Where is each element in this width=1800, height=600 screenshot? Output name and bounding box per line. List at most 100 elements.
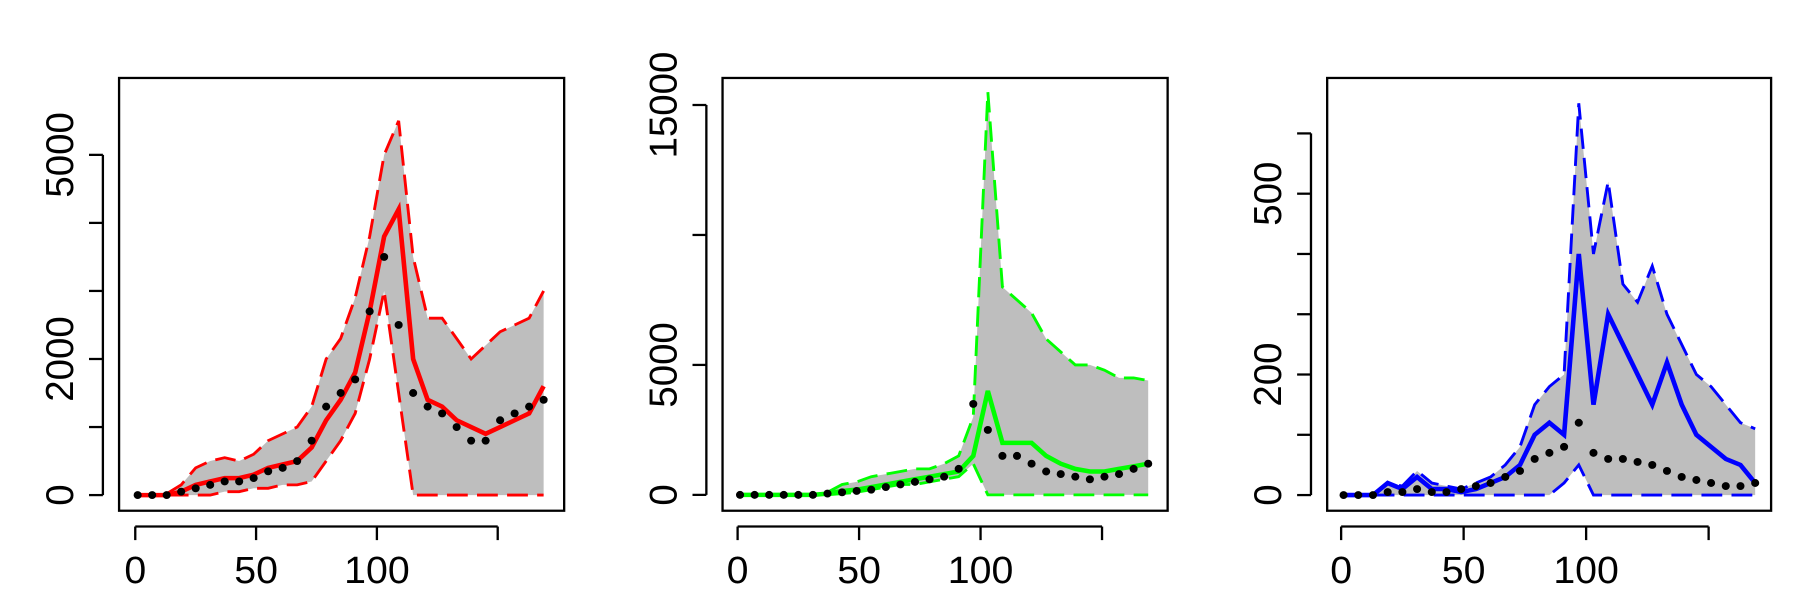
observed-point — [1692, 476, 1701, 484]
observed-point — [852, 487, 861, 495]
interval-band — [1343, 103, 1756, 496]
observed-point — [162, 491, 171, 500]
observed-point — [750, 490, 759, 499]
observed-point — [998, 451, 1007, 460]
observed-point — [1604, 454, 1613, 463]
observed-point — [794, 490, 803, 499]
x-tick-label: 100 — [344, 549, 410, 592]
y-tick-label: 0 — [38, 484, 81, 505]
observed-point — [823, 489, 832, 498]
plot-frame — [721, 76, 1169, 512]
observed-point — [423, 402, 432, 411]
observed-point — [394, 321, 403, 329]
y-tick-label: 2000 — [38, 316, 81, 401]
x-tick-label: 50 — [1442, 549, 1486, 592]
interval-band — [740, 92, 1149, 495]
observed-point — [1027, 459, 1036, 468]
observed-point — [1114, 470, 1124, 479]
observed-point — [510, 409, 519, 418]
observed-point — [1501, 473, 1510, 481]
x-tick-label: 0 — [727, 549, 749, 592]
observed-point — [1056, 470, 1065, 479]
interval-band — [137, 120, 544, 496]
x-tick-label: 0 — [1330, 549, 1352, 592]
observed-point — [808, 490, 817, 499]
observed-point — [249, 474, 258, 483]
observed-point — [896, 480, 905, 489]
observed-point — [1144, 459, 1153, 468]
upper-line — [1343, 103, 1756, 497]
observed-point — [925, 475, 934, 484]
observed-point — [336, 389, 345, 397]
observed-point — [191, 484, 200, 493]
observed-point — [954, 464, 963, 473]
x-tick-label: 100 — [1553, 549, 1619, 592]
observed-point — [838, 488, 847, 497]
y-tick-label: 500 — [1247, 162, 1290, 226]
observed-point — [765, 490, 774, 499]
observed-point — [278, 463, 287, 472]
y-tick-label: 200 — [1247, 342, 1290, 406]
observed-point — [940, 472, 949, 481]
plot-frame — [1326, 76, 1773, 512]
observed-point — [380, 252, 389, 261]
x-tick-label: 0 — [124, 549, 146, 592]
observed-point — [1751, 479, 1760, 487]
observed-point — [365, 307, 374, 316]
observed-point — [1012, 451, 1022, 460]
y-tick-label: 0 — [642, 484, 685, 505]
observed-point — [1442, 488, 1451, 497]
observed-point — [496, 416, 505, 425]
observed-point — [779, 490, 788, 499]
observed-point — [525, 402, 534, 411]
observed-point — [881, 483, 890, 492]
observed-point — [351, 375, 360, 384]
observed-point — [1574, 418, 1583, 427]
observed-point — [1368, 491, 1378, 500]
observed-point — [1486, 479, 1495, 487]
observed-point — [1677, 473, 1686, 481]
observed-point — [467, 436, 476, 445]
observed-point — [220, 477, 229, 486]
observed-point — [1129, 464, 1138, 473]
observed-point — [910, 477, 920, 486]
lower-line — [137, 290, 544, 497]
observed-point — [1648, 460, 1657, 469]
observed-point — [983, 425, 992, 434]
observed-point — [322, 402, 331, 411]
observed-point — [1085, 475, 1094, 484]
observed-point — [1354, 491, 1363, 500]
upper-line — [137, 120, 545, 497]
observed-point — [148, 491, 157, 500]
observed-point — [1427, 488, 1436, 497]
y-tick-label: 5000 — [38, 112, 81, 197]
observed-point — [1560, 442, 1569, 451]
observed-point — [481, 436, 490, 445]
observed-point — [1398, 488, 1407, 497]
observed-point — [206, 480, 215, 489]
observed-point — [1100, 472, 1109, 481]
observed-point — [1662, 466, 1672, 475]
observed-point — [735, 490, 745, 499]
observed-point — [1339, 491, 1348, 500]
observed-point — [1042, 467, 1051, 476]
y-tick-label: 15000 — [642, 52, 685, 159]
observed-point — [1413, 485, 1422, 493]
x-tick-label: 50 — [234, 549, 278, 592]
y-tick-label: 0 — [1247, 484, 1290, 505]
observed-point — [1383, 488, 1392, 497]
observed-point — [1515, 466, 1525, 475]
observed-point — [1721, 482, 1730, 490]
observed-point — [1071, 472, 1080, 481]
observed-point — [1707, 479, 1716, 487]
observed-point — [1633, 457, 1642, 466]
observed-point — [969, 399, 978, 408]
observed-point — [307, 436, 316, 445]
observed-point — [1530, 454, 1539, 463]
observed-point — [133, 491, 142, 500]
plot-frame — [117, 76, 566, 512]
lower-line — [1343, 462, 1756, 497]
observed-point — [452, 423, 461, 431]
observed-point — [1457, 485, 1466, 493]
x-tick-label: 100 — [948, 549, 1014, 592]
